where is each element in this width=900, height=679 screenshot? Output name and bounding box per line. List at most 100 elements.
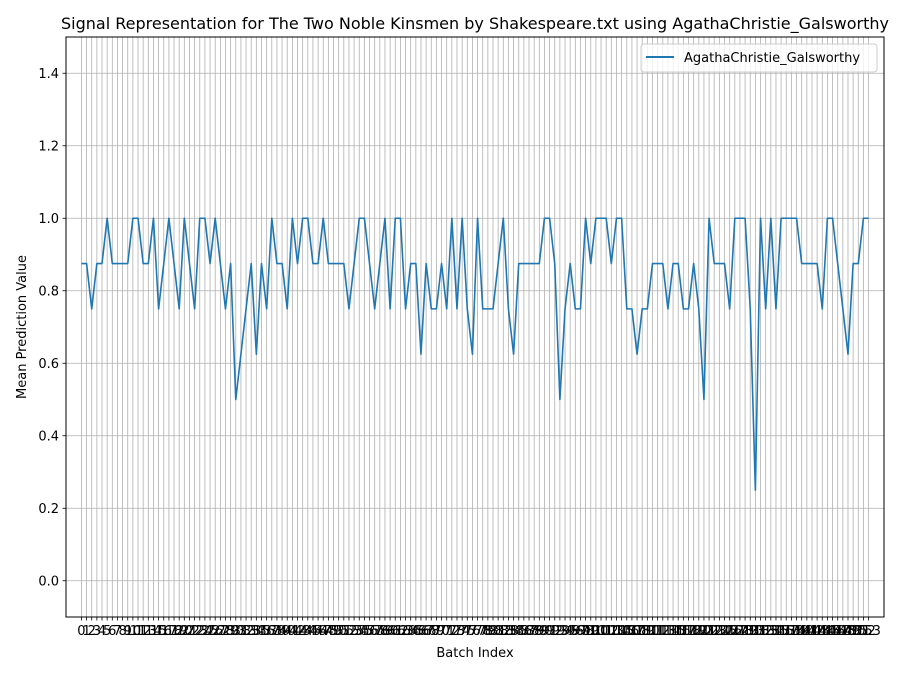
x-tick-label: 51 xyxy=(336,624,353,639)
x-tick-label: 67 xyxy=(418,624,435,639)
x-tick-label: 118 xyxy=(676,624,701,639)
x-tick-label: 30 xyxy=(228,624,245,639)
y-tick-label: 1.2 xyxy=(38,139,59,154)
x-tick-label: 53 xyxy=(346,624,363,639)
x-tick-label: 145 xyxy=(815,624,840,639)
x-tick-label: 7 xyxy=(113,624,121,639)
x-tick-label: 108 xyxy=(625,624,650,639)
x-tick-label: 121 xyxy=(692,624,717,639)
x-tick-label: 49 xyxy=(325,624,342,639)
x-axis-label: Batch Index xyxy=(436,646,514,661)
x-tick-label: 111 xyxy=(640,624,665,639)
x-tick-label: 126 xyxy=(717,624,742,639)
x-tick-label: 83 xyxy=(500,624,517,639)
x-tick-label: 25 xyxy=(202,624,219,639)
x-tick-label: 29 xyxy=(222,624,239,639)
x-tick-label: 63 xyxy=(397,624,414,639)
x-tick-label: 101 xyxy=(589,624,614,639)
x-tick-label: 110 xyxy=(635,624,660,639)
x-tick-label: 82 xyxy=(495,624,512,639)
x-tick-label: 14 xyxy=(145,624,162,639)
x-tick-label: 92 xyxy=(546,624,563,639)
x-tick-label: 27 xyxy=(212,624,229,639)
x-tick-label: 78 xyxy=(474,624,491,639)
x-tick-label: 105 xyxy=(609,624,634,639)
x-tick-label: 147 xyxy=(825,624,850,639)
x-tick-label: 128 xyxy=(728,624,753,639)
x-tick-label: 45 xyxy=(305,624,322,639)
x-tick-label: 69 xyxy=(428,624,445,639)
x-tick-label: 123 xyxy=(702,624,727,639)
x-tick-label: 23 xyxy=(191,624,208,639)
x-tick-label: 81 xyxy=(490,624,507,639)
x-tick-label: 65 xyxy=(408,624,425,639)
x-tick-label: 131 xyxy=(743,624,768,639)
x-tick-label: 136 xyxy=(769,624,794,639)
x-tick-label: 90 xyxy=(536,624,553,639)
x-tick-label: 112 xyxy=(645,624,670,639)
x-tick-label: 66 xyxy=(413,624,430,639)
x-tick-label: 150 xyxy=(841,624,866,639)
x-tick-label: 44 xyxy=(300,624,317,639)
x-tick-label: 8 xyxy=(118,624,126,639)
x-tick-label: 42 xyxy=(289,624,306,639)
x-tick-label: 0 xyxy=(77,624,85,639)
x-tick-label: 58 xyxy=(372,624,389,639)
x-tick-label: 16 xyxy=(155,624,172,639)
x-tick-label: 21 xyxy=(181,624,198,639)
x-tick-label: 38 xyxy=(269,624,286,639)
x-tick-label: 130 xyxy=(738,624,763,639)
x-tick-label: 88 xyxy=(526,624,543,639)
x-tick-label: 133 xyxy=(753,624,778,639)
x-tick-label: 100 xyxy=(583,624,608,639)
y-axis-label: Mean Prediction Value xyxy=(15,255,30,399)
y-tick-label: 0.0 xyxy=(38,574,59,589)
x-tick-label: 62 xyxy=(392,624,409,639)
x-tick-label: 2 xyxy=(88,624,96,639)
x-tick-label: 104 xyxy=(604,624,629,639)
grid-layer xyxy=(66,37,884,617)
y-ticks: 0.0 0.2 0.4 0.6 0.8 1.0 1.2 1.4 xyxy=(38,67,66,589)
chart-title: Signal Representation for The Two Noble … xyxy=(61,14,889,34)
x-tick-label: 76 xyxy=(464,624,481,639)
x-tick-label: 139 xyxy=(784,624,809,639)
x-tick-label: 95 xyxy=(562,624,579,639)
x-tick-label: 141 xyxy=(794,624,819,639)
legend-box xyxy=(640,43,878,73)
x-tick-label: 39 xyxy=(274,624,291,639)
x-tick-label: 120 xyxy=(686,624,711,639)
x-tick-label: 96 xyxy=(567,624,584,639)
x-tick-label: 70 xyxy=(433,624,450,639)
x-tick-label: 15 xyxy=(150,624,167,639)
x-tick-label: 50 xyxy=(330,624,347,639)
x-tick-label: 97 xyxy=(572,624,589,639)
x-tick-label: 79 xyxy=(480,624,497,639)
x-tick-label: 47 xyxy=(315,624,332,639)
x-tick-label: 135 xyxy=(764,624,789,639)
y-tick-label: 1.4 xyxy=(38,67,59,82)
x-tick-label: 109 xyxy=(630,624,655,639)
x-tick-label: 86 xyxy=(516,624,533,639)
x-tick-label: 77 xyxy=(469,624,486,639)
x-tick-label: 11 xyxy=(130,624,147,639)
x-tick-label: 87 xyxy=(521,624,538,639)
x-tick-label: 119 xyxy=(681,624,706,639)
x-tick-label: 35 xyxy=(253,624,270,639)
x-tick-label: 52 xyxy=(341,624,358,639)
x-tick-label: 5 xyxy=(103,624,111,639)
x-tick-label: 89 xyxy=(531,624,548,639)
x-tick-label: 74 xyxy=(454,624,471,639)
x-tick-label: 98 xyxy=(577,624,594,639)
x-tick-label: 12 xyxy=(135,624,152,639)
x-tick-label: 6 xyxy=(108,624,116,639)
x-tick-label: 13 xyxy=(140,624,157,639)
x-tick-label: 46 xyxy=(310,624,327,639)
x-tick-label: 24 xyxy=(197,624,214,639)
x-tick-label: 107 xyxy=(619,624,644,639)
x-tick-label: 55 xyxy=(356,624,373,639)
x-tick-label: 48 xyxy=(320,624,337,639)
x-tick-label: 94 xyxy=(557,624,574,639)
x-tick-label: 142 xyxy=(800,624,825,639)
